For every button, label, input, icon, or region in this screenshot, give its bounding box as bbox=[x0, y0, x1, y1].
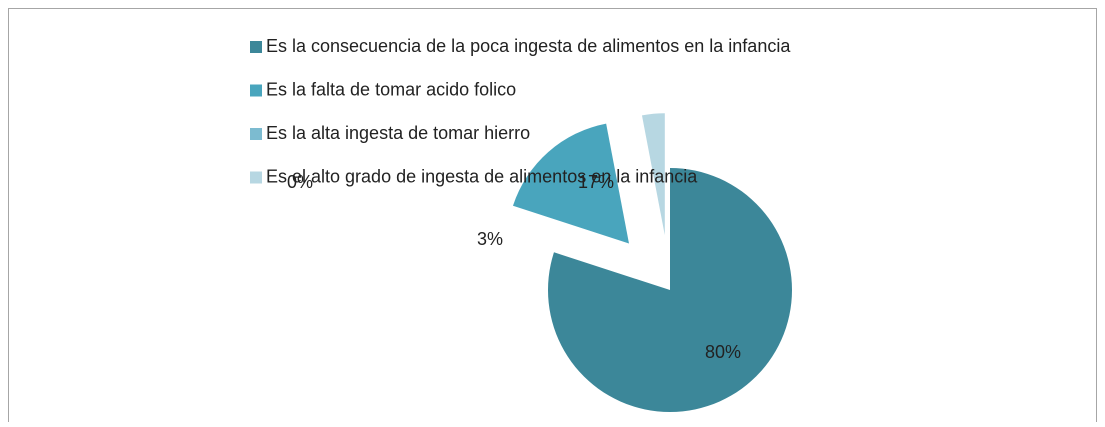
data-label: 3% bbox=[477, 229, 503, 249]
legend-label: Es la falta de tomar acido folico bbox=[266, 79, 516, 99]
legend-swatch bbox=[250, 171, 262, 184]
data-label: 17% bbox=[578, 172, 614, 192]
pie-slice bbox=[512, 123, 629, 244]
data-label: 80% bbox=[705, 342, 741, 362]
legend-label: Es la alta ingesta de tomar hierro bbox=[266, 123, 530, 143]
legend-swatch bbox=[250, 84, 262, 97]
data-label: 0% bbox=[287, 172, 313, 192]
pie-slice bbox=[548, 168, 793, 412]
legend-label: Es la consecuencia de la poca ingesta de… bbox=[266, 36, 791, 56]
legend-swatch bbox=[250, 128, 262, 140]
legend-label: Es el alto grado de ingesta de alimentos… bbox=[266, 166, 698, 186]
legend-swatch bbox=[250, 41, 262, 53]
pie-slice bbox=[641, 113, 665, 236]
